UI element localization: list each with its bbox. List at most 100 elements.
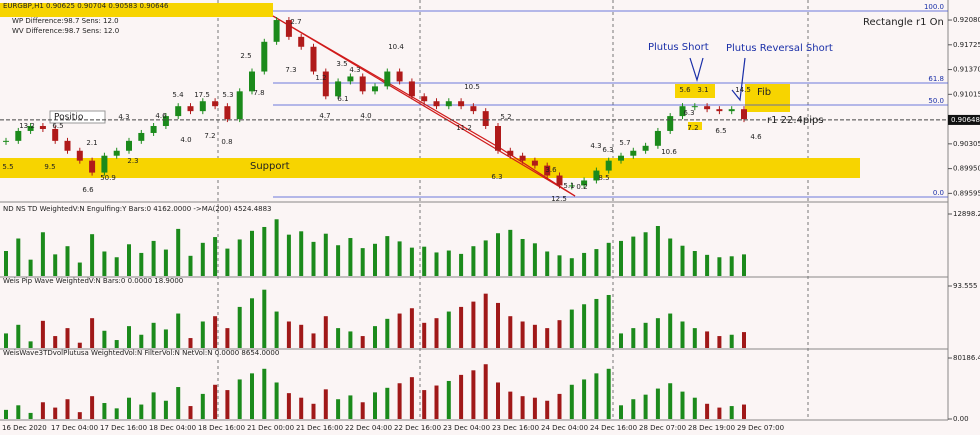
candle: [150, 125, 157, 133]
candle: [126, 140, 132, 151]
volume-bar: [4, 333, 8, 348]
volume-bar: [532, 397, 537, 419]
wave-label: 1.2: [315, 74, 326, 82]
candle: [322, 71, 329, 97]
fib-zone: [675, 84, 715, 98]
volume-bar: [163, 329, 168, 348]
wave-label: 12.5: [551, 195, 567, 203]
volume-bar: [668, 383, 673, 419]
candle: [89, 160, 96, 173]
volume-bar: [176, 228, 181, 276]
volume-bar: [729, 334, 734, 348]
x-tick-label: 23 Dec 04:00: [443, 424, 490, 432]
arrow: [731, 57, 746, 102]
session-dividers: [217, 0, 809, 420]
volume-bar: [594, 249, 599, 276]
volume-bar: [496, 233, 500, 276]
candle: [568, 185, 575, 187]
volume-bar: [40, 320, 45, 348]
candle: [212, 101, 219, 107]
volume-bar: [237, 306, 242, 348]
volume-bar: [360, 248, 365, 276]
panel-title: ND NS TD WeightedV:N Engulfing:Y Bars:0 …: [3, 205, 272, 213]
fib-label: 50.0: [928, 97, 944, 105]
wave-label: 7.2: [204, 132, 215, 140]
candle: [335, 81, 342, 97]
volume-bar: [250, 298, 254, 348]
volume-bar: [4, 251, 8, 276]
volume-bar: [680, 245, 685, 276]
candle: [187, 106, 194, 112]
wave-label: 6.3: [602, 146, 613, 154]
volume-bar: [90, 234, 95, 276]
volume-bar: [311, 241, 316, 276]
x-tick-label: 24 Dec 16:00: [590, 424, 637, 432]
volume-bar: [446, 380, 451, 419]
wave-label: 9.5: [44, 163, 55, 171]
wave-label: 2.1: [86, 139, 97, 147]
volume-bar: [569, 384, 574, 419]
volume-bar: [102, 251, 107, 276]
candle: [421, 96, 428, 102]
volume-bar: [274, 219, 279, 276]
y-tick-label: 80186.4: [953, 354, 980, 362]
volume-bar: [557, 255, 562, 276]
volume-bar: [299, 231, 304, 276]
volume-bar: [471, 301, 476, 348]
x-tick-label: 28 Dec 07:00: [639, 424, 686, 432]
candle: [654, 130, 661, 146]
r1-label: r1 22.4pips: [767, 115, 824, 126]
volume-bar: [323, 316, 328, 348]
candle: [495, 125, 501, 151]
volume-bar: [422, 390, 427, 419]
volume-bar: [40, 402, 45, 419]
candle: [249, 71, 255, 92]
candle: [728, 109, 735, 112]
signal-arrows: [689, 57, 746, 102]
volume-bar: [385, 318, 390, 348]
volume-bar: [311, 333, 316, 348]
candle: [39, 125, 46, 129]
volume-bar: [225, 248, 230, 276]
wave-label: 4.3: [590, 142, 601, 150]
x-tick-label: 16 Dec 2020: [2, 424, 47, 432]
volume-bar: [200, 393, 205, 419]
volume-bar: [373, 392, 377, 419]
candle: [273, 20, 280, 42]
volume-bar: [434, 318, 439, 348]
candle: [384, 71, 391, 87]
wave-label: 10.4: [388, 43, 404, 51]
volume-bar: [729, 406, 734, 419]
y-tick-label: 0.92080: [953, 16, 980, 24]
candle: [310, 46, 317, 72]
x-tick-label: 28 Dec 19:00: [688, 424, 735, 432]
volume-bar: [582, 379, 587, 419]
wave-label: 6.6: [82, 186, 94, 194]
volume-bar: [496, 382, 500, 419]
volume-bar: [188, 406, 193, 419]
volume-bar: [102, 403, 107, 419]
volume-bar: [53, 336, 58, 348]
volume-bar: [151, 322, 156, 348]
wave-label: 10.6: [661, 148, 677, 156]
volume-bar: [643, 232, 648, 276]
volume-bar: [742, 254, 746, 276]
volume-bar: [348, 395, 353, 419]
volume-bar: [348, 238, 353, 276]
wave-label: 2.5: [240, 52, 251, 60]
y-tick-label: 93.555: [953, 282, 978, 290]
volume-bar: [262, 289, 267, 348]
wave-label: 14.5: [735, 86, 751, 94]
volume-bar: [373, 243, 377, 276]
volume-bar: [163, 400, 168, 419]
volume-bar: [655, 318, 660, 348]
y-tick-label: 0.00: [953, 415, 969, 423]
candle: [175, 106, 182, 117]
candle: [359, 76, 366, 92]
y-tick-label: 0.89595: [953, 189, 980, 197]
volume-bar: [397, 383, 402, 419]
volume-bar: [496, 302, 500, 348]
volume-bar: [114, 408, 119, 419]
volume-bar: [606, 368, 611, 419]
wave-label: 5.3: [222, 91, 233, 99]
